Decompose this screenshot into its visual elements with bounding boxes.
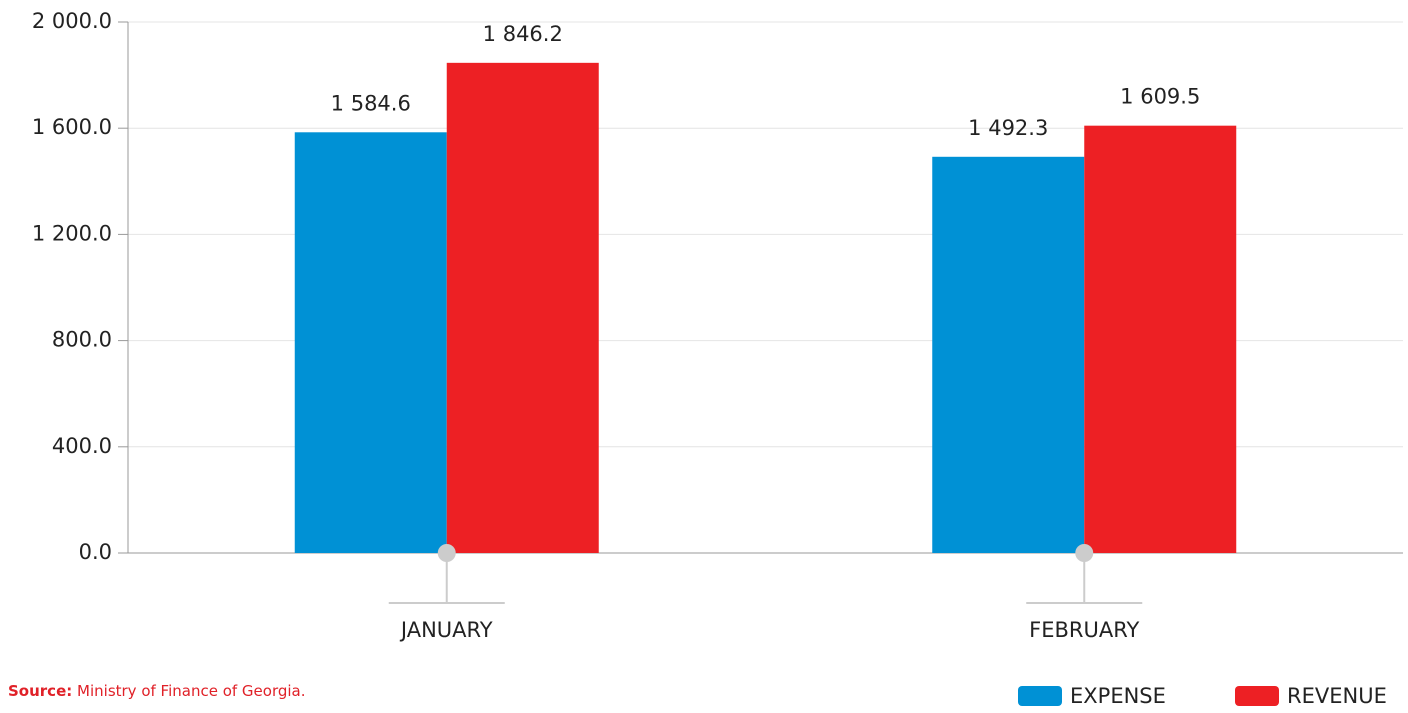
source-text: Ministry of Finance of Georgia. <box>77 682 305 700</box>
x-tick-dot <box>437 544 456 562</box>
value-label: 1 492.3 <box>968 116 1048 140</box>
source: Source: Ministry of Finance of Georgia. <box>8 682 306 700</box>
y-tick-label: 400.0 <box>52 434 112 458</box>
x-tick-dot <box>1075 544 1094 562</box>
bar <box>932 156 1085 553</box>
value-label: 1 609.5 <box>1120 85 1200 109</box>
source-label: Source: <box>8 682 72 700</box>
bar <box>294 132 447 553</box>
y-tick-label: 0.0 <box>79 540 112 564</box>
value-label: 1 846.2 <box>483 22 563 46</box>
legend-label: REVENUE <box>1287 684 1387 708</box>
y-tick-label: 1 200.0 <box>32 221 112 245</box>
bar <box>1084 125 1237 554</box>
y-tick-label: 1 600.0 <box>32 115 112 139</box>
bar <box>446 62 599 554</box>
legend-swatch <box>1018 686 1062 706</box>
x-tick-label: FEBRUARY <box>1029 618 1139 642</box>
y-tick-label: 800.0 <box>52 328 112 352</box>
legend-swatch <box>1235 686 1279 706</box>
value-label: 1 584.6 <box>331 91 411 115</box>
y-tick-label: 2 000.0 <box>32 9 112 33</box>
legend-label: EXPENSE <box>1070 684 1166 708</box>
x-tick-label: JANUARY <box>399 618 493 642</box>
